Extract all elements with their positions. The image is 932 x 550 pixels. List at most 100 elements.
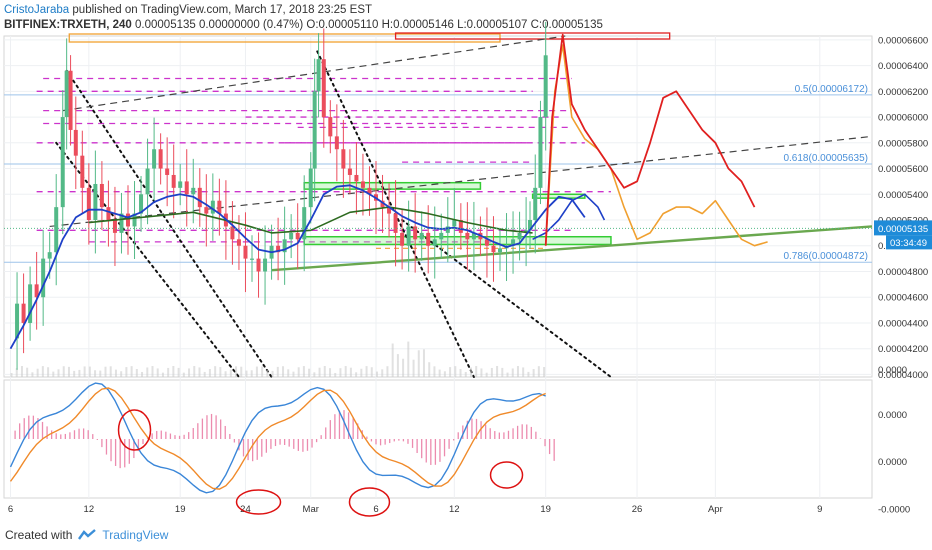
volume-bar: [141, 371, 144, 377]
x-tick-label: 12: [449, 504, 460, 515]
candle-body: [538, 117, 543, 188]
volume-bar: [156, 368, 159, 377]
candle-body: [347, 168, 352, 175]
volume-bar: [428, 362, 431, 377]
volume-bar: [376, 371, 378, 377]
volume-bar: [130, 366, 133, 377]
candle-body: [517, 232, 522, 240]
candle-body: [321, 59, 326, 118]
volume-bar: [412, 359, 415, 377]
candle-body: [312, 91, 317, 169]
volume-bar: [20, 366, 23, 377]
candle-body: [68, 70, 73, 130]
volume-bar: [245, 370, 248, 377]
volume-bar: [41, 366, 44, 377]
candle-body: [152, 149, 157, 169]
volume-bar: [485, 372, 488, 377]
candle-body: [60, 117, 65, 208]
countdown-label: 03:34:49: [890, 238, 927, 249]
volume-bar: [229, 369, 232, 377]
volume-bar: [365, 366, 368, 377]
candle-body: [543, 55, 548, 118]
macd-y-tick-label: 0.0000: [878, 410, 907, 421]
volume-bar: [172, 366, 175, 377]
resistance-box: [394, 32, 671, 40]
candle-body: [289, 232, 294, 240]
candle-body: [465, 232, 470, 240]
volume-bar: [182, 372, 185, 377]
candle-body: [334, 136, 339, 150]
candle-body: [445, 226, 450, 233]
author-link[interactable]: CristoJaraba: [4, 4, 70, 16]
volume-bar: [15, 368, 18, 377]
y-tick-label: 0.00004200: [878, 344, 928, 355]
current-price-tag: [874, 220, 932, 236]
candle-body: [145, 168, 150, 195]
candle-body: [406, 226, 411, 246]
volume-bar: [391, 343, 394, 377]
candle-body: [243, 245, 248, 259]
volume-bar: [501, 367, 504, 377]
candle-body: [484, 239, 489, 246]
candle-body: [533, 187, 538, 221]
volume-bar: [109, 366, 112, 377]
volume-bar: [250, 370, 253, 377]
volume-bar: [135, 368, 138, 377]
candle-body: [491, 245, 496, 253]
candle-body: [15, 303, 20, 339]
volume-bar: [161, 372, 164, 377]
volume-bar: [78, 369, 81, 377]
volume-bar: [459, 368, 462, 377]
volume-bar: [475, 366, 478, 377]
candle-body: [316, 59, 321, 92]
candle-body: [432, 239, 437, 246]
volume-bar: [203, 371, 206, 377]
volume-bar: [454, 366, 457, 377]
y-tick-label: 0.00005600: [878, 164, 928, 175]
fib-level-label: 0.5(0.00006172): [795, 84, 868, 95]
candle-body: [511, 239, 516, 246]
sma-line: [88, 206, 533, 234]
volume-bar: [433, 366, 436, 377]
dotted-trendline: [401, 219, 612, 378]
volume-bar: [73, 370, 76, 377]
volume-bar: [188, 368, 191, 377]
macd-y-tick-label: 0.0000: [878, 365, 907, 376]
volume-bar: [167, 367, 170, 377]
y-tick-label: 0.00004600: [878, 293, 928, 304]
volume-bar: [360, 368, 363, 377]
volume-bar: [386, 366, 389, 377]
volume-bar: [198, 367, 201, 377]
support-zone-box: [303, 235, 612, 246]
volume-bar: [271, 370, 274, 377]
volume-bar: [334, 372, 337, 377]
candle-body: [452, 220, 457, 227]
volume-bar: [193, 366, 196, 377]
volume-bar: [31, 372, 34, 377]
candle-body: [380, 200, 385, 208]
candle-body: [41, 258, 46, 298]
tradingview-brand[interactable]: TradingView: [102, 528, 169, 542]
macd-y-tick-label: -0.0000: [878, 504, 910, 515]
volume-bar: [255, 366, 258, 377]
candle-body: [28, 284, 33, 323]
highlight-circle: [117, 409, 152, 451]
volume-bar: [496, 366, 499, 377]
candle-body: [99, 183, 104, 208]
y-tick-label: 0.00006600: [878, 35, 928, 46]
candle-body: [64, 70, 69, 118]
candle-body: [21, 303, 26, 323]
volume-bar: [329, 368, 332, 377]
candle-body: [165, 168, 170, 175]
candle-body: [419, 232, 424, 240]
volume-bar: [417, 350, 420, 377]
volume-bar: [94, 370, 97, 377]
volume-bar: [26, 367, 29, 377]
candle-body: [328, 117, 333, 137]
x-tick-label: 19: [175, 504, 186, 515]
candle-body: [197, 187, 202, 208]
volume-bar: [67, 366, 70, 377]
y-tick-label: 0.00006000: [878, 113, 928, 124]
volume-bar: [297, 367, 300, 377]
